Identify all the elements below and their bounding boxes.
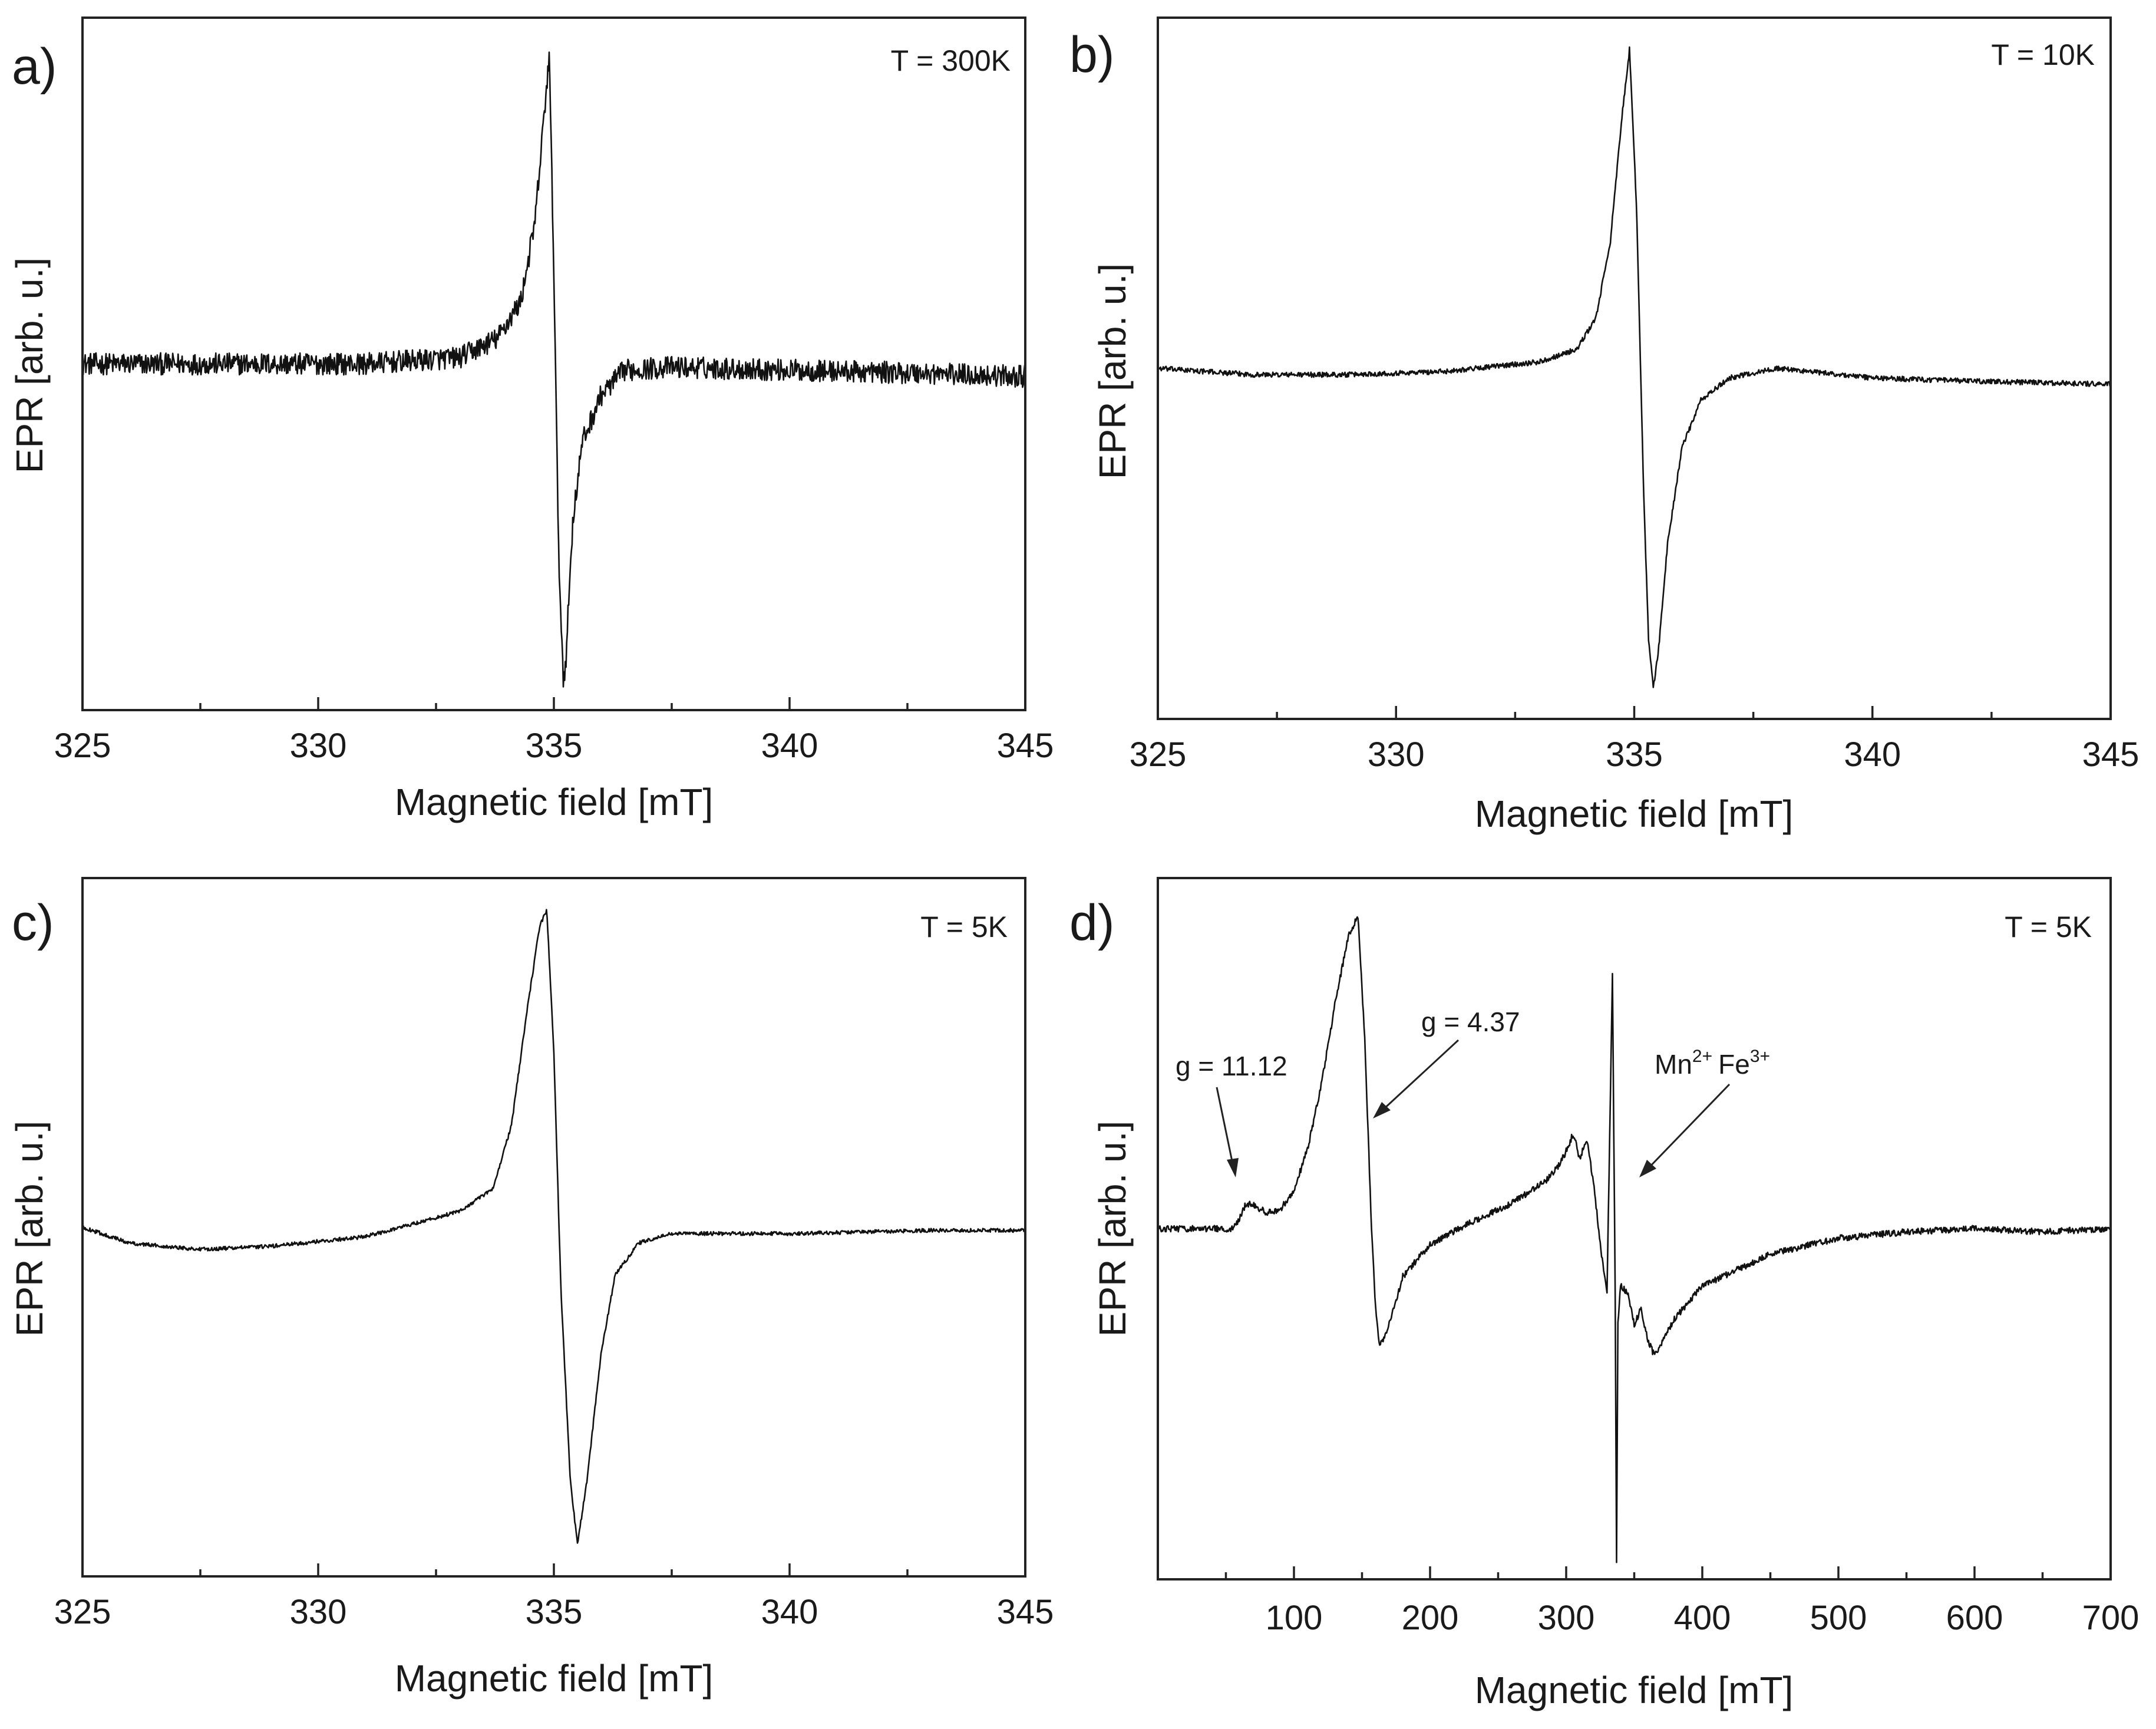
ticks-layer-b: 325 330 335 340 345 xyxy=(1130,706,2140,774)
annotation-g-4-37-arrowhead xyxy=(1373,1102,1391,1118)
annotation-g-4-37: g = 4.37 xyxy=(1373,1007,1520,1118)
x-tick-label-a-4: 345 xyxy=(997,727,1054,765)
annotation-g-4-37-label: g = 4.37 xyxy=(1421,1007,1520,1037)
x-tick-label-b-1: 330 xyxy=(1368,735,1425,774)
annotation-g-11-12: g = 11.12 xyxy=(1176,1051,1287,1177)
temperature-label-c: T = 5K xyxy=(920,910,1008,943)
x-tick-label-c-2: 335 xyxy=(526,1593,583,1631)
epr-trace-b-series-0 xyxy=(1157,46,2112,688)
annotation-g-11-12-label: g = 11.12 xyxy=(1176,1051,1287,1081)
x-tick-label-b-0: 325 xyxy=(1130,735,1187,774)
panel-letter-a: a) xyxy=(12,38,57,95)
trace-layer-c xyxy=(81,909,1026,1544)
x-tick-label-c-4: 345 xyxy=(997,1593,1054,1631)
panel-b: b) T = 10K 325 330 335 340 345 EPR [arb. u.]… xyxy=(1069,17,2140,835)
annotation-g-4-37-arrow xyxy=(1381,1039,1460,1112)
panel-c: c) T = 5K 325 330 335 340 345 EPR [arb. u.] … xyxy=(8,877,1054,1700)
x-tick-label-d-3: 400 xyxy=(1674,1599,1731,1637)
x-tick-label-d-2: 300 xyxy=(1538,1599,1595,1637)
y-axis-title-b: EPR [arb. u.] xyxy=(1091,263,1134,479)
trace-layer-b xyxy=(1157,46,2112,688)
x-axis-title-b: Magnetic field [mT] xyxy=(1475,793,1794,835)
x-tick-label-d-0: 100 xyxy=(1266,1599,1323,1637)
x-tick-label-d-5: 600 xyxy=(1946,1599,2003,1637)
annotation-mn-sup: 2+ xyxy=(1692,1047,1712,1066)
x-axis-title-c: Magnetic field [mT] xyxy=(395,1657,714,1700)
x-tick-label-b-2: 335 xyxy=(1606,735,1663,774)
panel-letter-c: c) xyxy=(12,895,54,951)
epr-trace-c-series-0 xyxy=(81,909,1026,1544)
x-tick-label-c-1: 330 xyxy=(290,1593,347,1631)
annotation-mn-text: Mn xyxy=(1655,1049,1692,1080)
annotation-mn-fe-label: Mn2+ Fe3+ xyxy=(1655,1047,1770,1080)
panel-d: d) T = 5K 100 200 300 400 500 600 700 EPR [arb… xyxy=(1069,877,2140,1711)
x-tick-label-a-2: 335 xyxy=(526,727,583,765)
ticks-layer-d: 100 200 300 400 500 600 700 xyxy=(1157,1566,2140,1637)
x-tick-label-a-0: 325 xyxy=(54,727,111,765)
y-axis-title-d: EPR [arb. u.] xyxy=(1091,1121,1134,1337)
x-tick-label-c-0: 325 xyxy=(54,1593,111,1631)
x-tick-label-d-6: 700 xyxy=(2082,1599,2140,1637)
ticks-layer-c: 325 330 335 340 345 xyxy=(54,1563,1054,1631)
x-tick-label-b-3: 340 xyxy=(1844,735,1901,774)
x-tick-label-a-1: 330 xyxy=(290,727,347,765)
y-axis-title-c: EPR [arb. u.] xyxy=(8,1121,51,1337)
x-tick-label-d-1: 200 xyxy=(1402,1599,1459,1637)
x-tick-label-d-4: 500 xyxy=(1810,1599,1867,1637)
temperature-label-a: T = 300K xyxy=(891,44,1011,77)
plot-frame-d xyxy=(1157,877,2112,1580)
panel-letter-d: d) xyxy=(1069,895,1114,951)
x-tick-label-a-3: 340 xyxy=(761,727,818,765)
annotation-mn-fe: Mn2+ Fe3+ xyxy=(1639,1047,1770,1177)
epr-trace-d-series-0 xyxy=(1157,916,2111,1563)
annotation-mn-fe-arrowhead xyxy=(1639,1160,1656,1177)
x-axis-title-a: Magnetic field [mT] xyxy=(395,781,714,823)
annotation-g-11-12-arrow xyxy=(1216,1087,1234,1167)
plot-frame-a xyxy=(81,17,1026,711)
panel-letter-b: b) xyxy=(1069,27,1114,83)
annotation-g-11-12-arrowhead xyxy=(1227,1158,1239,1177)
trace-layer-d xyxy=(1157,916,2111,1563)
epr-trace-a-series-0 xyxy=(82,51,1026,688)
annotation-fe-text: Fe xyxy=(1718,1049,1750,1080)
y-axis-title-a: EPR [arb. u.] xyxy=(8,258,51,473)
panel-a: a) T = 300K 325 330 335 340 345 EPR [arb. u.… xyxy=(8,17,1054,823)
plot-frame-b xyxy=(1157,17,2112,720)
ticks-layer-a: 325 330 335 340 345 xyxy=(54,697,1054,765)
plot-frame-c xyxy=(81,877,1026,1578)
temperature-label-d: T = 5K xyxy=(2005,910,2092,943)
temperature-label-b: T = 10K xyxy=(1991,38,2095,71)
annotation-mn-fe-arrow xyxy=(1646,1083,1731,1171)
x-axis-title-d: Magnetic field [mT] xyxy=(1475,1669,1794,1711)
annotation-fe-sup: 3+ xyxy=(1750,1047,1770,1066)
x-tick-label-c-3: 340 xyxy=(761,1593,818,1631)
x-tick-label-b-4: 345 xyxy=(2082,735,2140,774)
trace-layer-a xyxy=(82,51,1026,688)
